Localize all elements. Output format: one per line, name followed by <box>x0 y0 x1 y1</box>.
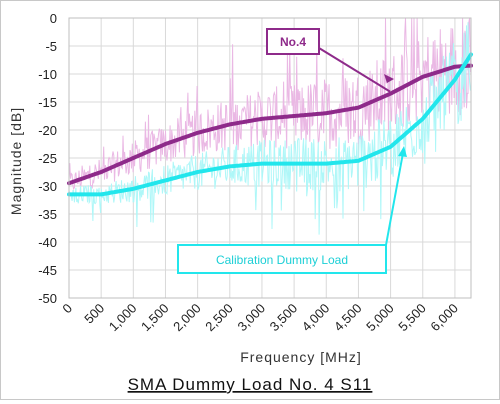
axes <box>68 17 472 299</box>
y-axis-label: Magnitude [dB] <box>8 107 24 215</box>
legend-label-no4: No.4 <box>280 35 306 49</box>
callout-leader-1 <box>385 152 404 246</box>
x-tick-labels: 0 5001,0001,5002,0002,5003,0003,5004,0004… <box>59 301 461 335</box>
y-tick-label: -25 <box>38 151 57 166</box>
series-point-0-11 <box>421 76 424 78</box>
y-tick-label: -45 <box>38 263 57 278</box>
series-point-0-8 <box>325 112 328 114</box>
x-tick-label: 3,000 <box>234 301 268 335</box>
series-point-1-12 <box>454 78 456 81</box>
series-point-0-12 <box>454 65 456 68</box>
series-point-0-5 <box>229 123 231 126</box>
series-point-1-1 <box>100 193 102 196</box>
plot-area <box>68 17 472 299</box>
legend-label-calibration: Calibration Dummy Load <box>216 253 348 267</box>
x-tick-label: 4,500 <box>331 301 365 335</box>
callout-leader-0 <box>318 47 391 93</box>
series-callouts: No.4 Calibration Dummy Load <box>177 28 407 274</box>
callout-arrow-1 <box>398 146 407 157</box>
y-tick-label: -10 <box>38 67 57 82</box>
y-tick-label: -40 <box>38 235 57 250</box>
y-tick-label: -35 <box>38 207 57 222</box>
raw-trace-1 <box>68 22 471 235</box>
series-point-1-8 <box>325 162 328 165</box>
y-tick-label: -50 <box>38 291 57 306</box>
series-point-1-3 <box>164 179 167 182</box>
x-tick-label: 1,500 <box>138 301 172 335</box>
series-point-1-4 <box>196 171 199 173</box>
y-tick-labels: 0 -5 -10 -15 -20 -25 -30 -35 -40 -45 -50 <box>38 11 57 306</box>
y-tick-label: -20 <box>38 123 57 138</box>
x-axis-label: Frequency [MHz] <box>240 349 362 365</box>
x-tick-label: 0 <box>59 301 75 317</box>
x-tick-label: 2,000 <box>170 301 204 335</box>
series-line-1 <box>67 52 473 197</box>
x-tick-label: 1,000 <box>106 301 140 335</box>
raw-trace-0 <box>68 17 471 191</box>
series-point-0-3 <box>164 143 167 145</box>
x-tick-label: 5,000 <box>363 301 397 335</box>
callout-box-1 <box>177 244 387 274</box>
series-point-1-6 <box>261 162 263 165</box>
y-tick-label: 0 <box>50 11 57 26</box>
series-point-1-2 <box>132 188 135 190</box>
x-tick-label: 5,500 <box>395 301 429 335</box>
series-point-0-2 <box>132 157 135 159</box>
series-point-0-9 <box>357 106 360 109</box>
series-point-0-1 <box>100 171 102 173</box>
series-point-0-10 <box>389 92 392 95</box>
y-tick-label: -30 <box>38 179 57 194</box>
series-point-0-7 <box>293 115 295 117</box>
callout-box-0 <box>266 28 320 55</box>
y-tick-label: -15 <box>38 95 57 110</box>
x-tick-label: 500 <box>81 301 107 327</box>
x-tick-label: 2,500 <box>202 301 236 335</box>
series-point-0-4 <box>196 132 199 134</box>
x-tick-label: 6,000 <box>427 301 461 335</box>
x-tick-label: 4,000 <box>299 301 333 335</box>
chart-title: SMA Dummy Load No. 4 S11 <box>128 375 373 394</box>
series-point-0-6 <box>261 118 263 120</box>
series-line-0 <box>67 63 473 186</box>
y-tick-label: -5 <box>45 39 57 54</box>
series-point-1-10 <box>389 146 392 148</box>
callout-arrow-0 <box>384 74 394 83</box>
series-point-1-5 <box>229 165 231 168</box>
series-point-1-11 <box>421 118 424 120</box>
x-tick-label: 3,500 <box>267 301 301 335</box>
raw-measurements <box>68 17 471 235</box>
series-point-1-9 <box>357 160 360 162</box>
series-point-1-7 <box>293 162 295 165</box>
